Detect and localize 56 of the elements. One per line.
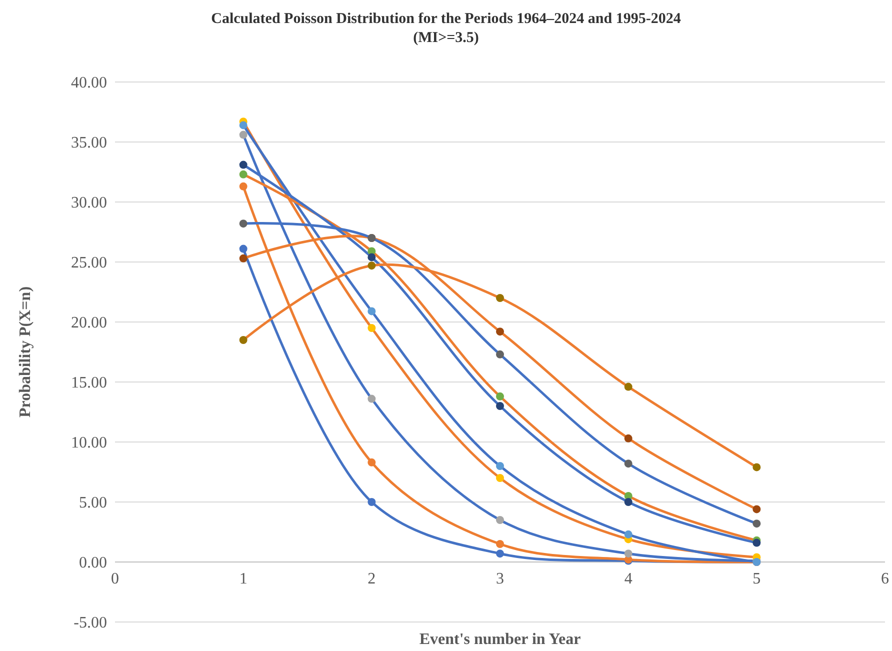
x-tick-label: 3: [496, 570, 504, 588]
point: [239, 170, 248, 178]
point: [496, 462, 504, 470]
x-tick-label: 6: [881, 570, 889, 588]
point: [368, 458, 376, 466]
point: [624, 382, 632, 391]
y-tick-label: 0.00: [79, 554, 107, 572]
point: [239, 336, 248, 344]
point: [624, 498, 632, 506]
x-tick-label: 4: [624, 570, 632, 588]
point: [368, 498, 376, 506]
y-tick-label: 5.00: [79, 494, 107, 512]
point: [368, 394, 376, 403]
x-tick-label: 1: [239, 570, 248, 588]
y-tick-label: 30.00: [71, 194, 107, 212]
point: [368, 307, 376, 316]
y-tick-label: 15.00: [71, 374, 107, 392]
point: [496, 474, 504, 482]
point: [239, 244, 248, 253]
point: [752, 538, 761, 547]
point: [368, 262, 376, 270]
y-tick-label: 20.00: [71, 314, 107, 332]
x-tick-label: 2: [368, 570, 376, 588]
point: [496, 350, 504, 358]
point: [624, 530, 632, 538]
point: [624, 434, 632, 442]
point: [624, 550, 632, 558]
point: [496, 294, 504, 302]
y-tick-label: 35.00: [71, 134, 107, 152]
point: [496, 550, 504, 558]
y-tick-label: 25.00: [71, 254, 107, 272]
point: [496, 540, 504, 548]
point: [239, 182, 248, 190]
chart-title: Calculated Poisson Distribution for the Periods 1964–2024 and 1995-2024 (MI>=3.5): [211, 11, 682, 46]
point: [752, 520, 761, 528]
y-tick-label: 40.00: [71, 74, 107, 92]
y-axis-title: Probability P(X=n): [17, 286, 34, 418]
point: [239, 254, 248, 262]
point: [496, 328, 504, 336]
point: [496, 392, 504, 400]
point: [239, 130, 248, 139]
x-tick-label: 5: [752, 570, 761, 588]
y-tick-label: 10.00: [71, 434, 107, 452]
x-tick-label: 0: [111, 570, 119, 588]
point: [624, 460, 632, 468]
point: [239, 220, 248, 228]
point: [752, 463, 761, 472]
point: [496, 402, 504, 410]
x-axis-title: Event's number in Year: [419, 631, 581, 648]
point: [368, 324, 376, 332]
point: [752, 505, 761, 514]
y-tick-label: -5.00: [74, 614, 107, 632]
point: [239, 160, 248, 169]
point: [496, 516, 504, 524]
point: [368, 253, 376, 262]
point: [239, 121, 248, 130]
